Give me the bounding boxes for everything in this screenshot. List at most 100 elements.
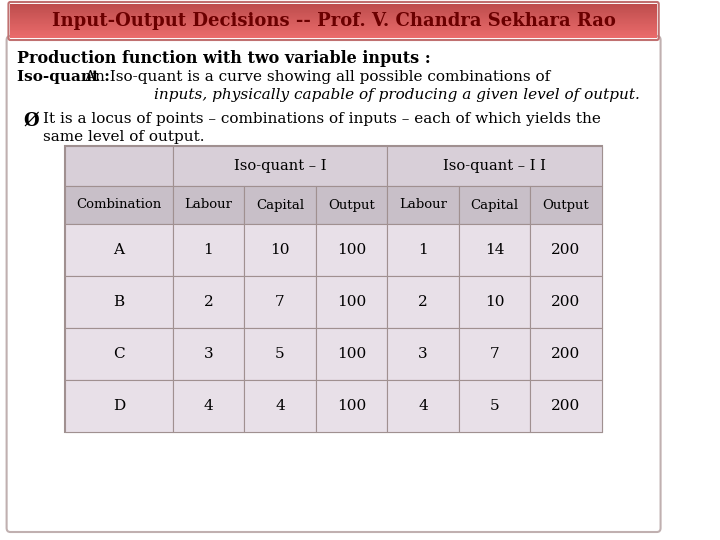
Text: Combination: Combination bbox=[76, 199, 162, 212]
Bar bbox=[66, 146, 173, 186]
Text: 3: 3 bbox=[204, 347, 213, 361]
Bar bbox=[10, 33, 657, 35]
Bar bbox=[10, 25, 657, 26]
Text: 2: 2 bbox=[204, 295, 213, 309]
Bar bbox=[66, 276, 173, 328]
Text: 5: 5 bbox=[275, 347, 285, 361]
Bar bbox=[459, 380, 530, 432]
Bar bbox=[244, 328, 315, 380]
Text: B: B bbox=[114, 295, 125, 309]
Text: 100: 100 bbox=[337, 399, 366, 413]
Bar bbox=[10, 26, 657, 28]
Text: 200: 200 bbox=[552, 399, 580, 413]
Bar bbox=[10, 10, 657, 12]
Bar bbox=[315, 380, 387, 432]
Bar bbox=[10, 31, 657, 33]
Text: Iso-quant :: Iso-quant : bbox=[17, 70, 109, 84]
Bar bbox=[10, 36, 657, 37]
Bar bbox=[10, 11, 657, 12]
Bar bbox=[387, 380, 459, 432]
Bar bbox=[173, 380, 244, 432]
Bar bbox=[10, 13, 657, 14]
Text: 100: 100 bbox=[337, 347, 366, 361]
Text: Labour: Labour bbox=[184, 199, 233, 212]
Bar bbox=[10, 8, 657, 9]
Text: inputs, physically capable of producing a given level of output.: inputs, physically capable of producing … bbox=[155, 88, 640, 102]
Text: Capital: Capital bbox=[256, 199, 304, 212]
Bar bbox=[66, 328, 173, 380]
Text: 1: 1 bbox=[418, 243, 428, 257]
Bar bbox=[10, 23, 657, 24]
Bar bbox=[10, 17, 657, 18]
Text: Output: Output bbox=[328, 199, 375, 212]
Bar bbox=[173, 224, 244, 276]
Bar bbox=[387, 186, 459, 224]
Bar bbox=[173, 276, 244, 328]
Bar bbox=[10, 37, 657, 38]
Bar bbox=[387, 328, 459, 380]
Text: 10: 10 bbox=[485, 295, 504, 309]
Bar bbox=[459, 224, 530, 276]
Bar bbox=[173, 146, 387, 186]
Text: 200: 200 bbox=[552, 295, 580, 309]
Text: Labour: Labour bbox=[399, 199, 447, 212]
Text: 2: 2 bbox=[418, 295, 428, 309]
Bar bbox=[530, 186, 602, 224]
Bar bbox=[530, 328, 602, 380]
Bar bbox=[10, 18, 657, 19]
Bar bbox=[10, 6, 657, 8]
Text: Capital: Capital bbox=[470, 199, 518, 212]
Bar bbox=[10, 15, 657, 16]
Bar bbox=[66, 146, 602, 432]
Bar bbox=[387, 276, 459, 328]
Text: 4: 4 bbox=[275, 399, 285, 413]
Text: It is a locus of points – combinations of inputs – each of which yields the: It is a locus of points – combinations o… bbox=[43, 112, 601, 126]
Bar bbox=[315, 276, 387, 328]
Bar bbox=[459, 186, 530, 224]
Text: Ø: Ø bbox=[23, 112, 39, 130]
Bar bbox=[10, 19, 657, 20]
Bar bbox=[10, 14, 657, 15]
Bar bbox=[66, 380, 173, 432]
Bar bbox=[10, 16, 657, 18]
Text: 7: 7 bbox=[275, 295, 285, 309]
Bar bbox=[10, 28, 657, 29]
Bar bbox=[387, 146, 602, 186]
Bar bbox=[10, 28, 657, 30]
Bar bbox=[10, 32, 657, 33]
Bar bbox=[530, 380, 602, 432]
Bar bbox=[66, 224, 173, 276]
Bar bbox=[10, 21, 657, 22]
Bar bbox=[10, 9, 657, 11]
Bar bbox=[530, 224, 602, 276]
Bar bbox=[244, 276, 315, 328]
Bar bbox=[66, 186, 173, 224]
Bar bbox=[387, 224, 459, 276]
Bar bbox=[10, 19, 657, 21]
Bar bbox=[10, 24, 657, 25]
Text: 3: 3 bbox=[418, 347, 428, 361]
Bar bbox=[10, 35, 657, 36]
Bar bbox=[459, 328, 530, 380]
Text: 200: 200 bbox=[552, 347, 580, 361]
Text: 10: 10 bbox=[270, 243, 289, 257]
Text: Iso-quant – I: Iso-quant – I bbox=[234, 159, 326, 173]
Text: D: D bbox=[113, 399, 125, 413]
Bar bbox=[10, 34, 657, 36]
Bar bbox=[530, 276, 602, 328]
Bar bbox=[10, 22, 657, 23]
Bar bbox=[10, 7, 657, 8]
FancyBboxPatch shape bbox=[6, 36, 660, 532]
Text: Output: Output bbox=[543, 199, 590, 212]
Text: 100: 100 bbox=[337, 295, 366, 309]
Bar bbox=[10, 3, 657, 5]
Text: Input-Output Decisions -- Prof. V. Chandra Sekhara Rao: Input-Output Decisions -- Prof. V. Chand… bbox=[52, 12, 616, 30]
Bar bbox=[244, 224, 315, 276]
Text: 5: 5 bbox=[490, 399, 500, 413]
Text: C: C bbox=[113, 347, 125, 361]
Bar bbox=[10, 30, 657, 31]
Bar bbox=[10, 22, 657, 24]
Bar bbox=[244, 186, 315, 224]
Text: 1: 1 bbox=[204, 243, 213, 257]
Bar bbox=[173, 328, 244, 380]
